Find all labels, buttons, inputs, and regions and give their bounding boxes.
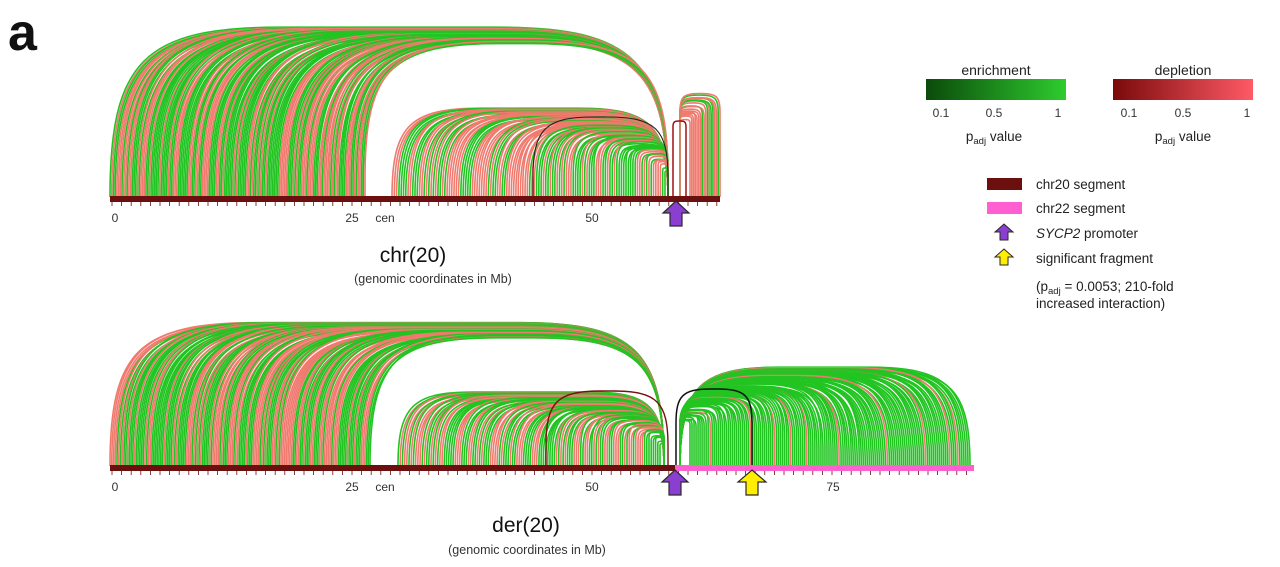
chr20-ideogram-bar — [110, 196, 720, 202]
interaction-arc — [656, 440, 665, 466]
depletion-colorbar-title: depletion — [1155, 62, 1212, 78]
legend-chr20-label: chr20 segment — [1036, 177, 1126, 192]
depletion-colorbar: depletion 0.1 0.5 1 padj value — [1113, 62, 1253, 147]
der20-cen-label: cen — [375, 480, 394, 494]
promoter-local-arc — [672, 120, 687, 197]
chr20-tick-label-50: 50 — [585, 211, 599, 225]
depletion-tick-0: 0.1 — [1121, 106, 1138, 120]
chr20-title: chr(20) — [380, 244, 447, 267]
legend-note-open: (p — [1036, 279, 1048, 294]
depletion-axis-label: padj value — [1155, 129, 1211, 147]
panel-letter: a — [8, 4, 38, 62]
legend-note-sub: adj — [1048, 286, 1061, 297]
interaction-arc — [679, 419, 691, 466]
chr20-interaction-arcs — [109, 26, 721, 198]
legend-promoter-arrow-icon — [993, 223, 1015, 241]
enrichment-colorbar: enrichment 0.1 0.5 1 padj value — [926, 62, 1066, 147]
der20-tick-label-75: 75 — [826, 480, 840, 494]
der20-interaction-arcs — [109, 321, 971, 467]
der20-title: der(20) — [492, 514, 560, 537]
der20-significant-fragment-arrow — [736, 469, 768, 496]
legend-promoter-label: SYCP2 promoter — [1036, 226, 1139, 241]
interaction-arc — [679, 416, 695, 466]
depletion-gradient — [1113, 79, 1253, 100]
enrichment-colorbar-title: enrichment — [961, 62, 1030, 78]
legend-promoter-rest: promoter — [1080, 226, 1138, 241]
chr20-tick-label-25: 25 — [345, 211, 359, 225]
legend-chr22-label: chr22 segment — [1036, 201, 1126, 216]
legend: chr20 segment chr22 segment SYCP2 promot… — [987, 177, 1174, 311]
chr20-tick-label-0: 0 — [112, 211, 119, 225]
enrichment-tick-2: 1 — [1055, 106, 1062, 120]
der20-promoter-arrow — [660, 469, 690, 496]
enrichment-axis-label: padj value — [966, 129, 1022, 147]
interaction-arc — [659, 442, 665, 466]
legend-note-line1: (padj = 0.0053; 210-fold — [1036, 279, 1174, 297]
enrichment-tick-0: 0.1 — [933, 106, 950, 120]
chr20-minor-ticks — [111, 202, 718, 206]
legend-fragment-label: significant fragment — [1036, 251, 1153, 266]
interaction-arc — [679, 92, 721, 197]
depletion-tick-2: 1 — [1244, 106, 1251, 120]
depletion-tick-1: 0.5 — [1175, 106, 1192, 120]
legend-note-rest: = 0.0053; 210-fold — [1061, 279, 1174, 294]
der20-panel: 0 25 cen 50 75 der(20) (genomic coordina… — [109, 321, 974, 557]
interaction-arc — [648, 430, 665, 466]
enrichment-gradient — [926, 79, 1066, 100]
depletion-label-p: p — [1155, 129, 1163, 144]
enrichment-label-p: p — [966, 129, 974, 144]
enrichment-label-tail: value — [986, 129, 1022, 144]
der20-chr22-bar — [675, 465, 974, 471]
interaction-arc — [654, 436, 665, 466]
significant-interaction-arc — [675, 388, 753, 466]
interaction-arc — [679, 118, 691, 197]
chr20-cen-label: cen — [375, 211, 394, 225]
legend-note-line2: increased interaction) — [1036, 296, 1165, 311]
der20-tick-label-50: 50 — [585, 480, 599, 494]
chr20-promoter-arrow — [661, 200, 691, 227]
interaction-arc — [369, 333, 665, 467]
legend-promoter-gene: SYCP2 — [1036, 226, 1081, 241]
der20-tick-label-0: 0 — [112, 480, 119, 494]
legend-chr22-swatch — [987, 202, 1022, 214]
depletion-label-sub: adj — [1162, 136, 1175, 147]
legend-chr20-swatch — [987, 178, 1022, 190]
chr20-panel: 0 25 cen 50 chr(20) (genomic coordinates… — [109, 26, 721, 286]
der20-subtitle: (genomic coordinates in Mb) — [448, 543, 606, 557]
promoter-highlight-arc — [532, 116, 669, 197]
interaction-arc — [364, 40, 669, 197]
der20-tick-label-25: 25 — [345, 480, 359, 494]
enrichment-label-sub: adj — [973, 136, 986, 147]
der20-minor-ticks — [111, 471, 967, 475]
promoter-highlight-arc — [545, 390, 669, 466]
depletion-label-tail: value — [1175, 129, 1211, 144]
legend-fragment-arrow-icon — [993, 248, 1015, 266]
chr20-subtitle: (genomic coordinates in Mb) — [354, 272, 512, 286]
der20-chr20-bar — [110, 465, 675, 471]
enrichment-tick-1: 0.5 — [986, 106, 1003, 120]
